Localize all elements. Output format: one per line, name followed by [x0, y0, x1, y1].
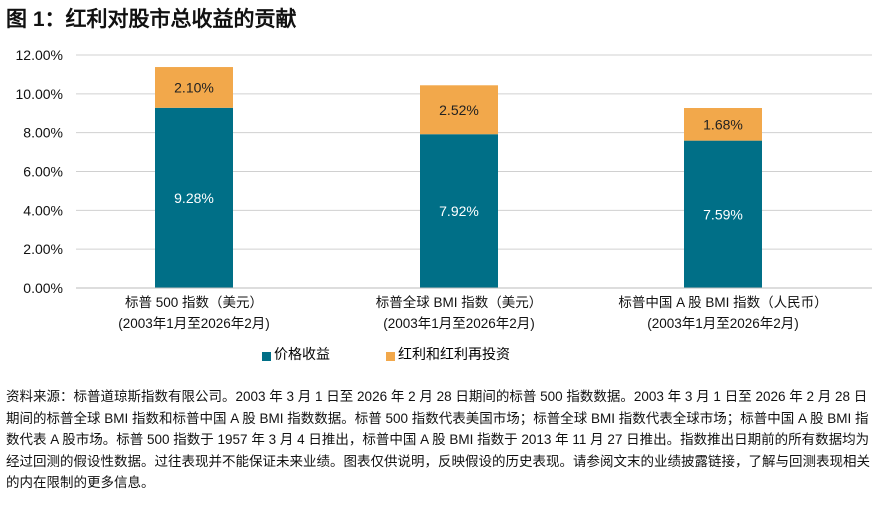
y-tick-label: 8.00%: [23, 125, 63, 141]
bar-dividend: [684, 108, 762, 141]
data-label: 7.92%: [439, 203, 479, 219]
y-tick-label: 4.00%: [23, 202, 63, 218]
y-tick-label: 10.00%: [16, 86, 63, 102]
data-label: 2.10%: [174, 79, 214, 95]
data-label: 2.52%: [439, 102, 479, 118]
y-tick-label: 0.00%: [23, 280, 63, 296]
x-category-label: 标普中国 A 股 BMI 指数（人民币） (2003年1月至2026年2月): [593, 292, 853, 334]
bar-price: [155, 107, 233, 289]
y-tick-label: 6.00%: [23, 164, 63, 180]
legend-item-dividend: 红利和红利再投资: [386, 344, 510, 364]
category-period: (2003年1月至2026年2月): [118, 316, 270, 331]
legend-item-price: 价格收益: [262, 344, 330, 364]
x-category-label: 标普全球 BMI 指数（美元） (2003年1月至2026年2月): [329, 292, 589, 334]
bar-price: [684, 140, 762, 288]
legend-label-price: 价格收益: [274, 346, 330, 362]
bar-price: [420, 134, 498, 288]
bar-dividend: [420, 85, 498, 135]
data-label: 7.59%: [703, 206, 743, 222]
chart-title: 图 1：红利对股市总收益的贡献: [6, 8, 297, 31]
category-period: (2003年1月至2026年2月): [647, 316, 799, 331]
legend-swatch-dividend: [386, 352, 395, 361]
category-name: 标普 500 指数（美元）: [124, 295, 264, 310]
legend-swatch-price: [262, 352, 271, 361]
category-period: (2003年1月至2026年2月): [383, 316, 535, 331]
footnote: 资料来源：标普道琼斯指数有限公司。2003 年 3 月 1 日至 2026 年 …: [6, 389, 870, 490]
y-tick-label: 2.00%: [23, 241, 63, 257]
category-name: 标普全球 BMI 指数（美元）: [375, 295, 543, 310]
data-label: 9.28%: [174, 190, 214, 206]
category-name: 标普中国 A 股 BMI 指数（人民币）: [618, 295, 828, 310]
legend-label-dividend: 红利和红利再投资: [398, 346, 510, 362]
y-tick-label: 12.00%: [16, 47, 63, 63]
bar-chart: 0.00% 2.00% 4.00% 6.00% 8.00% 10.00% 12.00% 9.2…: [16, 47, 872, 296]
x-category-label: 标普 500 指数（美元） (2003年1月至2026年2月): [64, 292, 324, 334]
bar-dividend: [155, 67, 233, 108]
data-label: 1.68%: [703, 116, 743, 132]
